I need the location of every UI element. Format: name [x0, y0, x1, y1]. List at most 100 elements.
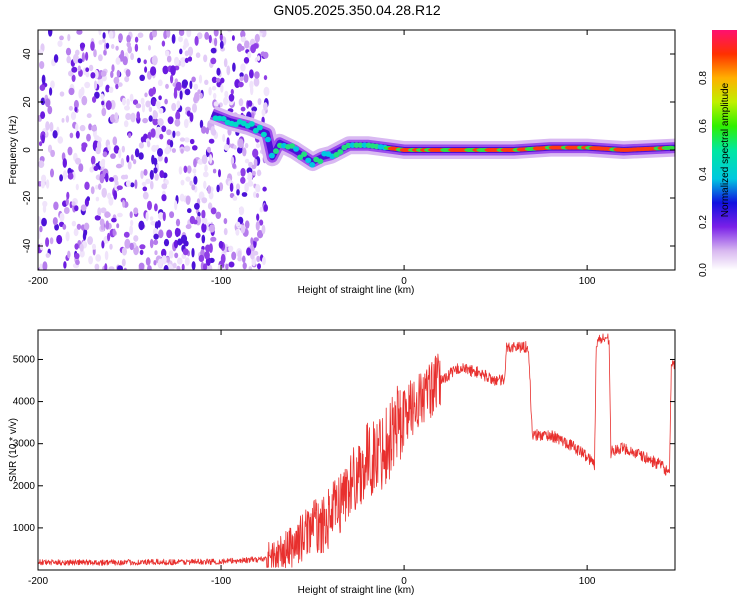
- noise-speckle: [52, 217, 58, 226]
- noise-speckle: [194, 35, 199, 46]
- noise-speckle: [191, 247, 195, 258]
- noise-speckle: [228, 93, 235, 102]
- noise-speckle: [189, 138, 195, 145]
- noise-speckle: [166, 30, 171, 38]
- noise-speckle: [80, 204, 87, 212]
- noise-speckle: [198, 254, 205, 262]
- noise-speckle: [223, 228, 228, 236]
- noise-speckle: [81, 144, 87, 152]
- snr-background: [38, 330, 675, 570]
- noise-speckle: [172, 130, 176, 138]
- noise-speckle: [42, 200, 48, 208]
- noise-speckle: [148, 106, 153, 113]
- noise-speckle: [203, 180, 207, 189]
- noise-speckle: [125, 69, 131, 77]
- noise-speckle: [236, 189, 240, 196]
- noise-speckle: [250, 237, 254, 245]
- noise-speckle: [90, 186, 95, 195]
- noise-speckle: [145, 211, 149, 222]
- y-tick-label-3: 20: [22, 96, 33, 108]
- noise-speckle: [219, 40, 224, 49]
- colorbar-ticks: 0.0 0.2 0.4 0.6 0.8: [698, 71, 709, 277]
- noise-speckle: [143, 59, 147, 65]
- noise-speckle: [100, 93, 104, 100]
- noise-speckle: [86, 113, 92, 119]
- noise-speckle: [240, 106, 246, 112]
- noise-speckle: [129, 93, 134, 102]
- noise-speckle: [84, 81, 91, 89]
- noise-speckle: [255, 193, 260, 198]
- noise-speckle: [240, 30, 246, 39]
- noise-speckle: [84, 181, 90, 190]
- noise-speckle: [183, 165, 188, 173]
- noise-speckle: [186, 165, 192, 174]
- colorbar-tick-label-0: 0.0: [698, 263, 709, 277]
- noise-speckle: [204, 31, 210, 40]
- noise-speckle: [167, 263, 173, 270]
- noise-speckle: [251, 164, 257, 170]
- noise-speckle: [107, 144, 111, 152]
- noise-speckle: [215, 77, 221, 83]
- noise-speckle: [71, 66, 78, 73]
- noise-speckle: [113, 145, 120, 154]
- noise-speckle: [252, 148, 259, 158]
- noise-speckle: [193, 158, 197, 168]
- noise-speckle: [56, 234, 63, 245]
- noise-speckle: [184, 145, 191, 152]
- noise-speckle: [162, 211, 166, 222]
- noise-speckle: [129, 225, 134, 236]
- spectrogram-ylabel: Frequency (Hz): [8, 116, 19, 185]
- noise-speckle: [157, 148, 163, 157]
- noise-speckle: [39, 61, 45, 69]
- noise-speckle: [126, 41, 131, 48]
- y-tick-label-2: 3000: [13, 439, 36, 450]
- noise-speckle: [102, 32, 106, 39]
- noise-speckle: [140, 170, 144, 179]
- noise-speckle: [161, 255, 167, 265]
- noise-speckle: [134, 179, 138, 189]
- noise-speckle: [45, 237, 50, 248]
- noise-speckle: [223, 96, 229, 106]
- colorbar-tick-label-3: 0.6: [698, 119, 709, 133]
- noise-speckle: [213, 30, 219, 37]
- noise-speckle: [121, 247, 127, 256]
- noise-speckle: [151, 98, 156, 106]
- spectral-ridge: [208, 105, 675, 171]
- x-tick-label-1: -100: [211, 276, 231, 287]
- noise-speckle: [237, 138, 244, 149]
- noise-speckle: [130, 154, 134, 161]
- noise-speckle: [248, 266, 252, 270]
- noise-speckle: [79, 42, 86, 49]
- noise-speckle: [161, 183, 168, 190]
- noise-speckle: [99, 173, 105, 184]
- noise-speckle: [255, 143, 261, 149]
- noise-speckle: [107, 192, 112, 200]
- colorbar-label: Normalized spectral amplitude: [720, 82, 731, 217]
- noise-speckle: [195, 232, 201, 239]
- noise-speckle: [204, 164, 208, 172]
- noise-speckle: [115, 57, 121, 65]
- noise-speckle: [201, 209, 206, 219]
- noise-speckle: [239, 76, 244, 81]
- noise-speckle: [95, 254, 102, 262]
- noise-speckle: [129, 242, 134, 251]
- noise-speckle: [244, 158, 250, 164]
- noise-speckle: [240, 63, 246, 72]
- noise-speckle: [180, 179, 185, 186]
- noise-speckle: [239, 45, 245, 51]
- noise-speckle: [134, 36, 139, 43]
- noise-speckle: [209, 154, 213, 164]
- noise-speckle: [191, 76, 196, 83]
- noise-speckle: [165, 50, 170, 57]
- noise-speckle: [184, 257, 190, 266]
- noise-speckle: [40, 111, 46, 119]
- noise-speckle: [247, 51, 252, 59]
- noise-speckle: [103, 49, 107, 56]
- noise-speckle: [256, 213, 260, 221]
- noise-speckle: [129, 211, 133, 219]
- noise-speckle: [92, 96, 97, 103]
- noise-speckle: [128, 132, 132, 139]
- x-tick-label-3: 100: [579, 276, 596, 287]
- noise-speckle: [111, 44, 115, 49]
